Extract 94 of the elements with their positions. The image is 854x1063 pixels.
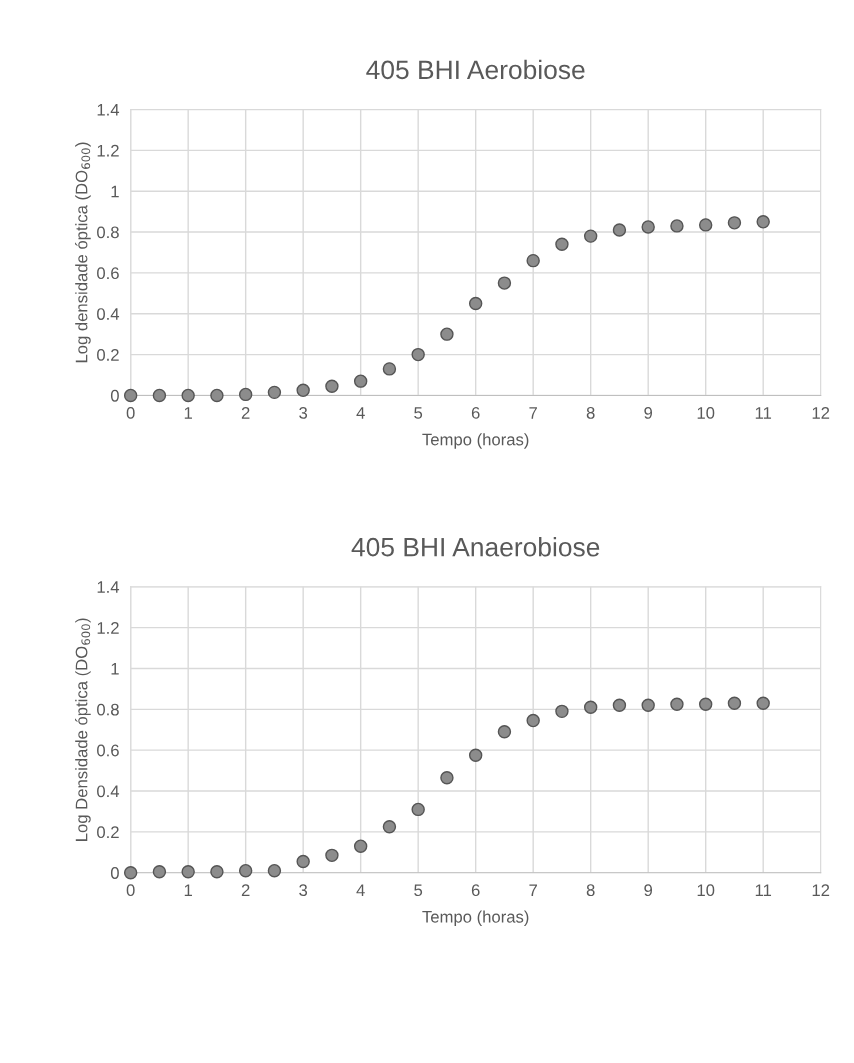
point xyxy=(181,864,195,879)
y-tick-label: 1.2 xyxy=(97,144,119,157)
x-tick-label: 5 xyxy=(414,884,423,897)
point xyxy=(440,771,454,785)
y-tick-label: 0 xyxy=(110,867,119,879)
x-tick-label: 1 xyxy=(184,884,192,896)
point xyxy=(727,216,742,230)
y-tick-label: 0.4 xyxy=(97,785,120,798)
point xyxy=(325,848,339,863)
y-tick-label: 0.8 xyxy=(97,226,119,239)
y-tick-label: 0.6 xyxy=(97,744,119,757)
point xyxy=(382,362,397,376)
x-tick-label: 2 xyxy=(241,406,250,419)
y-tick-label: 0.2 xyxy=(97,826,119,839)
point xyxy=(411,802,425,817)
y-tick-label: 1 xyxy=(111,185,119,198)
x-tick-label: 3 xyxy=(299,406,308,419)
x-tick-label: 8 xyxy=(586,406,595,419)
x-tick-label: 6 xyxy=(471,406,480,419)
x-tick-label: 9 xyxy=(644,884,653,897)
point xyxy=(583,229,598,243)
chart-title: 405 BHI Aerobiose xyxy=(366,59,585,80)
point xyxy=(468,296,483,311)
point xyxy=(612,223,627,237)
point xyxy=(267,385,282,400)
x-axis-title: Tempo (horas) xyxy=(422,910,529,927)
point xyxy=(325,379,339,393)
point xyxy=(210,388,224,403)
point xyxy=(468,748,483,762)
x-tick-label: 0 xyxy=(126,884,135,897)
point xyxy=(497,725,512,739)
point xyxy=(670,219,684,233)
point xyxy=(238,863,253,878)
point xyxy=(238,387,253,402)
y-tick-label: 0.4 xyxy=(97,308,120,320)
y-axis-title: Log Densidade óptica (DO$_{600}$) xyxy=(75,618,91,841)
x-tick-label: 5 xyxy=(414,407,423,419)
point xyxy=(181,388,195,403)
y-tick-label: 1.4 xyxy=(97,581,120,593)
point xyxy=(411,347,425,362)
point xyxy=(152,388,167,403)
x-tick-label: 7 xyxy=(529,407,537,419)
x-tick-label: 6 xyxy=(471,884,480,897)
point xyxy=(440,327,454,341)
x-tick-label: 7 xyxy=(529,884,537,896)
point xyxy=(123,388,138,403)
point xyxy=(698,697,713,711)
x-tick-label: 11 xyxy=(755,884,772,896)
point xyxy=(210,864,224,879)
y-tick-label: 0 xyxy=(110,389,119,402)
x-tick-label: 10 xyxy=(697,406,715,419)
x-axis-title: Tempo (horas) xyxy=(422,433,529,449)
y-tick-label: 0.2 xyxy=(97,348,119,361)
x-tick-label: 8 xyxy=(586,884,595,897)
x-tick-label: 1 xyxy=(184,407,192,419)
point xyxy=(727,696,742,710)
point xyxy=(526,713,540,728)
point xyxy=(555,237,569,252)
x-tick-label: 4 xyxy=(356,407,365,419)
point xyxy=(641,698,655,712)
x-tick-label: 12 xyxy=(812,884,830,896)
y-tick-label: 0.6 xyxy=(97,267,119,280)
point xyxy=(670,697,684,711)
x-tick-label: 2 xyxy=(241,884,250,896)
y-axis-title: Log densidade óptica (DO$_{600}$) xyxy=(75,142,91,363)
x-tick-label: 10 xyxy=(697,884,715,897)
x-tick-label: 3 xyxy=(299,884,308,897)
point xyxy=(612,698,627,712)
x-tick-label: 12 xyxy=(812,406,830,419)
x-tick-label: 9 xyxy=(644,406,653,419)
x-tick-label: 0 xyxy=(126,406,135,419)
point xyxy=(583,700,598,714)
y-tick-label: 1 xyxy=(111,663,119,675)
point xyxy=(267,863,282,878)
x-tick-label: 11 xyxy=(755,407,772,419)
chart-title: 405 BHI Anaerobiose xyxy=(351,537,600,557)
point xyxy=(382,820,397,834)
point xyxy=(555,704,569,719)
point xyxy=(641,220,655,234)
point xyxy=(698,218,713,232)
point xyxy=(296,383,310,398)
point xyxy=(497,276,512,290)
point xyxy=(296,854,310,869)
point xyxy=(353,839,368,853)
point xyxy=(756,696,770,710)
y-tick-label: 1.2 xyxy=(97,622,119,634)
y-tick-label: 0.8 xyxy=(97,703,119,716)
point xyxy=(526,253,540,268)
point xyxy=(123,866,138,880)
y-tick-label: 1.4 xyxy=(97,104,120,116)
point xyxy=(353,374,368,388)
point xyxy=(152,864,167,879)
point xyxy=(756,215,770,229)
x-tick-label: 4 xyxy=(356,884,365,896)
